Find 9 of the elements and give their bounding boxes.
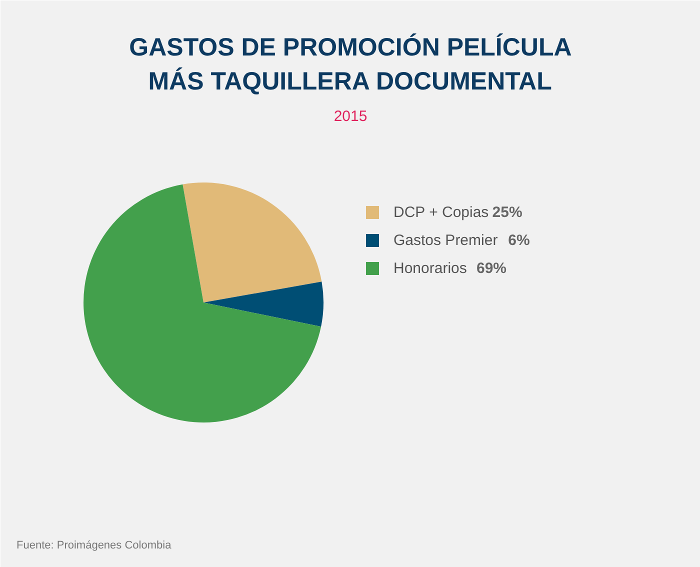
legend-label: Honorarios bbox=[394, 260, 467, 277]
chart-title: GASTOS DE PROMOCIÓN PELÍCULA MÁS TAQUILLERA DOCUMENTAL bbox=[129, 32, 572, 96]
source-note: Fuente: Proimágenes Colombia bbox=[16, 540, 172, 552]
legend-label: Gastos Premier bbox=[394, 232, 498, 249]
chart-subtitle: 2015 bbox=[334, 108, 368, 125]
legend-label: DCP + Copias bbox=[394, 204, 489, 221]
data-label: 69% bbox=[476, 260, 507, 277]
data-label: 6% bbox=[508, 232, 530, 249]
data-label: 25% bbox=[492, 204, 522, 221]
